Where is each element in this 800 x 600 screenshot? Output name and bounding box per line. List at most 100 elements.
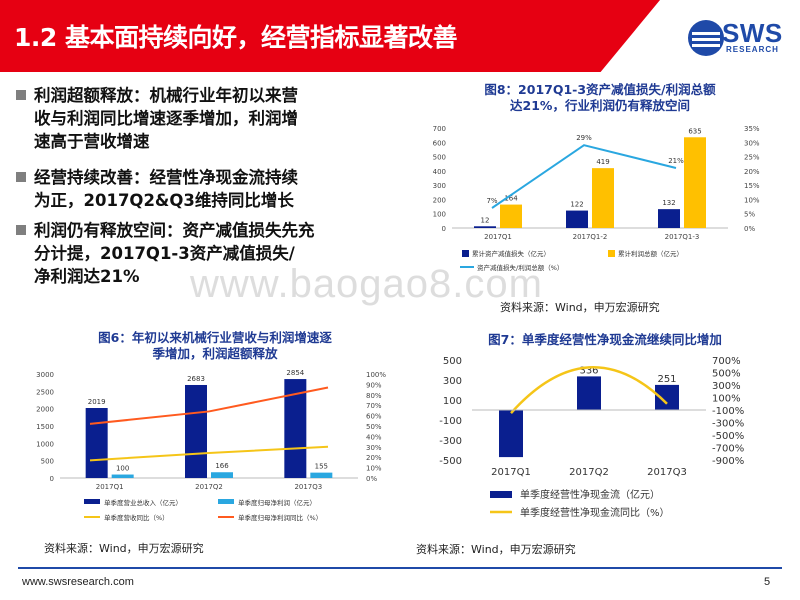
fig8-left-tick: 100	[433, 211, 446, 219]
fig7-x-tick: 2017Q1	[491, 467, 531, 478]
fig7-right-tick: -500%	[712, 431, 744, 442]
fig8-legend-ratio: 资产减值损失/利润总额（%）	[477, 263, 563, 272]
fig8-x-tick: 2017Q1-2	[573, 233, 608, 241]
fig6-legend-revenue: 单季度营业总收入（亿元）	[104, 498, 182, 507]
fig8-label-impairment: 12	[481, 216, 490, 224]
fig8-x-tick: 2017Q1	[484, 233, 512, 241]
fig7-right-tick: -100%	[712, 406, 744, 417]
fig6-revenue-growth-line	[89, 445, 329, 462]
fig6-x-tick: 2017Q1	[96, 483, 124, 491]
fig6-left-tick: 500	[41, 458, 54, 466]
fig7-right-tick: 700%	[712, 356, 741, 367]
fig8-label-ratio: 7%	[486, 197, 497, 205]
fig7-source: 资料来源：Wind，申万宏源研究	[416, 543, 576, 556]
fig6-right-tick: 80%	[366, 392, 382, 400]
fig8-legend-profit: 累计利润总额（亿元）	[618, 249, 683, 258]
fig6-right-tick: 40%	[366, 433, 382, 441]
bullet-text: 速高于营收增速	[34, 132, 150, 151]
fig8-x-tick: 2017Q1-3	[665, 233, 700, 241]
fig7-right-tick: -300%	[712, 419, 744, 430]
fig6-bar-net-profit	[111, 474, 134, 478]
fig6-source: 资料来源：Wind，申万宏源研究	[44, 542, 204, 555]
fig6-left-tick: 3000	[36, 371, 54, 379]
fig7-label-cashflow: 251	[657, 374, 676, 385]
fig7-right-tick: -700%	[712, 444, 744, 455]
logo-subtext: RESEARCH	[726, 45, 779, 54]
fig6-label-net-profit: 155	[315, 463, 328, 471]
bullet-square-icon	[16, 90, 26, 100]
bullet-square-icon	[16, 172, 26, 182]
fig8-right-tick: 35%	[744, 125, 760, 133]
fig6-label-revenue: 2019	[88, 398, 106, 406]
fig6-right-tick: 70%	[366, 402, 382, 410]
fig6-left-tick: 0	[50, 475, 54, 483]
bullet-text: 利润仍有释放空间：资产减值损失先充	[34, 221, 315, 240]
fig8-bar-impairment	[566, 210, 588, 228]
fig8-bar-impairment	[474, 226, 496, 228]
fig8-ratio-line	[491, 144, 677, 209]
fig7-title: 图7：单季度经营性净现金流继续同比增加	[488, 332, 722, 347]
fig8-right-tick: 10%	[744, 196, 760, 204]
bullet-text: 为正，2017Q2&Q3维持同比增长	[34, 191, 294, 210]
fig6-label-net-profit: 100	[116, 465, 129, 473]
fig8-bar-profit	[500, 204, 522, 228]
fig6-label-revenue: 2854	[286, 369, 304, 377]
fig7-right-tick: 300%	[712, 381, 741, 392]
fig7-left-tick: 300	[443, 376, 462, 387]
fig8-right-tick: 30%	[744, 139, 760, 147]
fig7-left-tick: 100	[443, 396, 462, 407]
fig8-right-tick: 5%	[744, 211, 755, 219]
fig8-label-ratio: 29%	[576, 134, 592, 142]
fig6-left-tick: 2500	[36, 388, 54, 396]
fig8-left-tick: 500	[433, 154, 446, 162]
fig6-legend-profit-growth: 单季度归母净利润同比（%）	[238, 513, 322, 522]
fig6-x-tick: 2017Q3	[294, 483, 322, 491]
title-band	[0, 0, 660, 72]
bullet-text: 利润超额释放：机械行业年初以来营	[34, 86, 298, 105]
fig7-chart: 500 300 100 -100 -300 -500 700% 500%300% 100%-10…	[439, 356, 744, 519]
fig7-x-tick: 2017Q3	[647, 467, 687, 478]
fig6-right-tick: 90%	[366, 381, 382, 389]
fig6-bar-revenue	[284, 379, 307, 478]
fig7-growth-line	[510, 365, 668, 414]
fig7-legend-cashflow: 单季度经营性净现金流（亿元）	[520, 488, 660, 501]
fig8-left-tick: 200	[433, 196, 446, 204]
fig8-label-profit: 635	[688, 127, 701, 135]
fig6-label-revenue: 2683	[187, 375, 205, 383]
fig7-right-tick: 500%	[712, 369, 741, 380]
bullet-text: 净利润达21%	[34, 267, 140, 286]
fig6-left-tick: 1500	[36, 423, 54, 431]
fig8-label-profit: 164	[504, 195, 518, 203]
fig6-left-tick: 2000	[36, 406, 54, 414]
fig6-bar-net-profit	[211, 472, 233, 478]
fig6-x-tick: 2017Q2	[195, 483, 223, 491]
fig6-bar-revenue	[185, 384, 207, 478]
fig8-legend-impairment: 累计资产减值损失（亿元）	[472, 249, 550, 258]
fig6-legend-swatch-net-profit	[218, 499, 234, 504]
fig8-source: 资料来源：Wind，申万宏源研究	[500, 301, 660, 314]
fig7-x-tick: 2017Q2	[569, 467, 609, 478]
fig6-right-tick: 50%	[366, 423, 382, 431]
fig8-title: 图8：2017Q1-3资产减值损失/利润总额 达21%，行业利润仍有释放空间	[484, 82, 716, 113]
fig6-label-net-profit: 166	[215, 462, 229, 470]
fig8-chart: 0 100 200 300 400 500 600 700 0% 5% 10% 15% 20% 25% 30…	[433, 125, 760, 272]
fig8-bar-impairment	[658, 209, 680, 228]
fig7-left-tick: -100	[439, 416, 462, 427]
page-number: 5	[764, 576, 771, 588]
fig8-label-profit: 419	[596, 158, 609, 166]
fig6-title: 图6：年初以来机械行业营收与利润增速逐 季增加，利润超额释放	[98, 330, 332, 361]
fig7-right-tick: 100%	[712, 394, 741, 405]
fig7-label-cashflow: 336	[579, 365, 598, 376]
fig6-bar-net-profit	[310, 472, 333, 478]
fig6-right-tick: 100%	[366, 371, 386, 379]
bullet-operating-improvement: 经营持续改善：经营性净现金流持续 为正，2017Q2&Q3维持同比增长	[16, 166, 391, 212]
fig6-right-tick: 30%	[366, 444, 382, 452]
fig6-chart: 0 500 1000 1500 2000 2500 3000 0% 10% 20% 30% 40% 50…	[36, 369, 386, 522]
bullet-text: 经营持续改善：经营性净现金流持续	[34, 168, 298, 187]
fig8-legend-swatch-profit	[608, 250, 615, 257]
fig7-legend-growth: 单季度经营性净现金流同比（%）	[520, 506, 670, 519]
bullet-profit-release: 利润超额释放：机械行业年初以来营 收与利润同比增速逐季增加，利润增 速高于营收增…	[16, 84, 391, 153]
fig6-legend-net-profit: 单季度归母净利润（亿元）	[238, 498, 316, 507]
fig6-right-tick: 0%	[366, 475, 377, 483]
bullet-square-icon	[16, 225, 26, 235]
